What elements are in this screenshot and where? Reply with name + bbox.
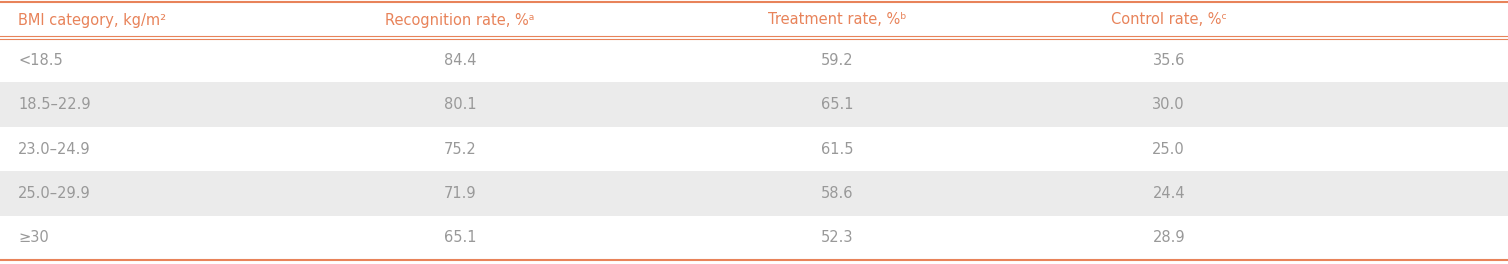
Text: 65.1: 65.1	[820, 97, 854, 112]
Text: Recognition rate, %ᵃ: Recognition rate, %ᵃ	[385, 12, 535, 27]
Text: 52.3: 52.3	[820, 230, 854, 245]
Bar	[0, 216, 1508, 260]
Text: 18.5–22.9: 18.5–22.9	[18, 97, 90, 112]
Text: 71.9: 71.9	[443, 186, 477, 201]
Text: ≥30: ≥30	[18, 230, 48, 245]
Text: BMI category, kg/m²: BMI category, kg/m²	[18, 12, 166, 27]
Bar	[0, 38, 1508, 82]
Text: 80.1: 80.1	[443, 97, 477, 112]
Text: 75.2: 75.2	[443, 142, 477, 157]
Bar	[0, 171, 1508, 216]
Text: 24.4: 24.4	[1152, 186, 1185, 201]
Bar	[0, 127, 1508, 171]
Bar	[0, 82, 1508, 127]
Text: 65.1: 65.1	[443, 230, 477, 245]
Text: 25.0: 25.0	[1152, 142, 1185, 157]
Text: Treatment rate, %ᵇ: Treatment rate, %ᵇ	[768, 12, 906, 27]
Text: 84.4: 84.4	[443, 53, 477, 68]
Text: <18.5: <18.5	[18, 53, 63, 68]
Text: Control rate, %ᶜ: Control rate, %ᶜ	[1111, 12, 1226, 27]
Text: 58.6: 58.6	[820, 186, 854, 201]
Text: 61.5: 61.5	[820, 142, 854, 157]
Text: 30.0: 30.0	[1152, 97, 1185, 112]
Text: 25.0–29.9: 25.0–29.9	[18, 186, 90, 201]
Text: 35.6: 35.6	[1152, 53, 1185, 68]
Text: 28.9: 28.9	[1152, 230, 1185, 245]
Text: 59.2: 59.2	[820, 53, 854, 68]
Text: 23.0–24.9: 23.0–24.9	[18, 142, 90, 157]
